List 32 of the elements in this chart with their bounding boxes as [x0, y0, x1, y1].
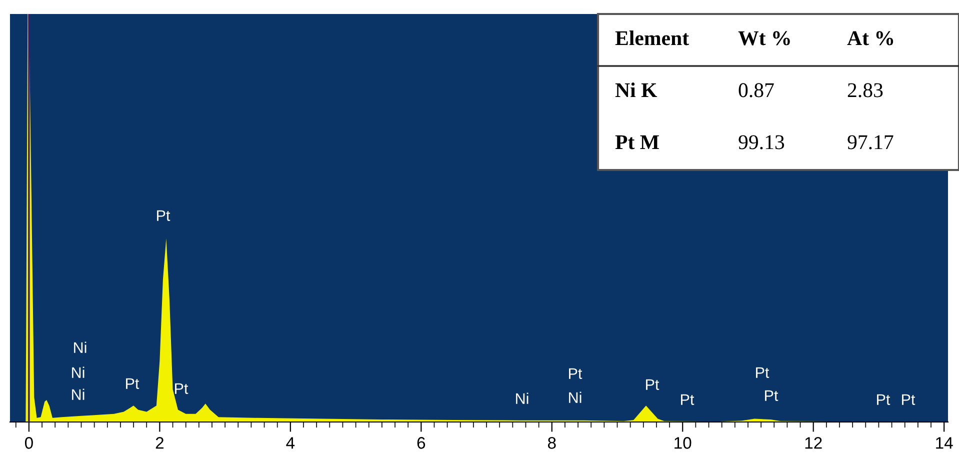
annotation: Pt — [175, 383, 188, 394]
annotation: 0.87 — [738, 83, 774, 98]
x-tick-label: 12 — [805, 437, 822, 449]
annotation: Ni — [569, 392, 582, 403]
annotation: Pt — [126, 378, 140, 389]
x-tick-label: 0 — [24, 437, 33, 449]
annotation: Wt % — [738, 31, 790, 46]
annotation: Pt — [877, 394, 890, 405]
annotation: Pt M — [615, 135, 659, 150]
annotation: 99.13 — [738, 135, 784, 150]
x-tick-label: 2 — [156, 437, 164, 449]
annotation: Element — [615, 30, 689, 46]
annotation: Pt — [646, 379, 660, 390]
annotation: Pt — [157, 210, 170, 221]
annotation: Ni — [72, 388, 84, 400]
annotation: Pt — [681, 394, 694, 405]
annotation: Pt — [569, 368, 582, 379]
annotation: At % — [847, 31, 894, 46]
x-tick-label: 10 — [674, 437, 692, 449]
annotation: Pt — [765, 390, 778, 401]
annotation: Ni — [74, 342, 86, 353]
x-tick-label: 8 — [548, 437, 556, 449]
annotation: Ni — [516, 392, 528, 404]
x-tick-label: 4 — [286, 437, 295, 449]
annotation: Ni — [72, 366, 84, 378]
x-tick-label: 14 — [936, 437, 953, 449]
annotation: Pt — [756, 367, 770, 378]
annotation: Pt — [902, 394, 916, 405]
annotation: 97.17 — [848, 135, 894, 150]
annotation: Ni K — [615, 82, 658, 98]
annotation: 2.83 — [848, 83, 883, 98]
x-tick-label: 6 — [417, 437, 426, 449]
